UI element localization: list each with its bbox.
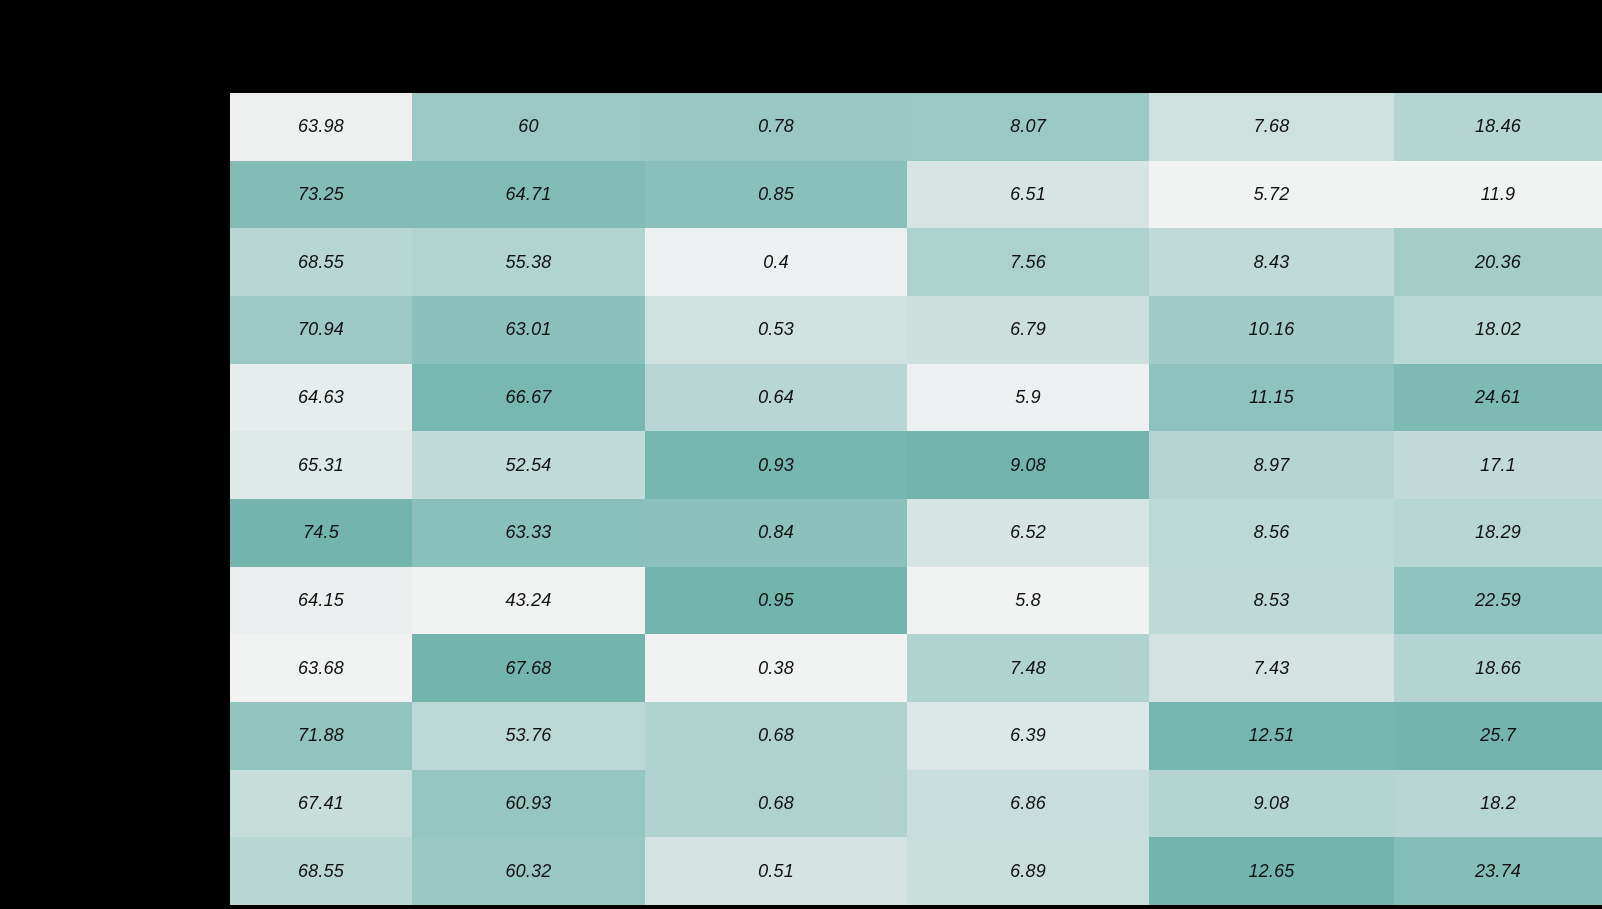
heatmap-cell-r10c2: 53.76 bbox=[412, 701, 645, 770]
heatmap-cell-r7c6: 18.29 bbox=[1394, 498, 1602, 567]
heatmap-cell-r4c6: 18.02 bbox=[1394, 295, 1602, 364]
heatmap-cell-r2c4: 6.51 bbox=[907, 160, 1149, 229]
heatmap-cell-r12c6: 23.74 bbox=[1394, 837, 1602, 905]
heatmap-cell-r4c3: 0.53 bbox=[645, 295, 907, 364]
heatmap-cell-r2c1: 73.25 bbox=[230, 160, 412, 229]
heatmap-cell-r9c1: 63.68 bbox=[230, 634, 412, 702]
heatmap-cell-r12c3: 0.51 bbox=[645, 837, 907, 905]
heatmap-cell-r6c1: 65.31 bbox=[230, 431, 412, 499]
heatmap-cell-r12c1: 68.55 bbox=[230, 837, 412, 905]
heatmap-cell-r6c4: 9.08 bbox=[907, 431, 1149, 499]
heatmap-cell-r10c6: 25.7 bbox=[1394, 701, 1602, 770]
heatmap-cell-r5c2: 66.67 bbox=[412, 363, 645, 432]
heatmap-cell-r2c6: 11.9 bbox=[1394, 160, 1602, 229]
heatmap-cell-r5c3: 0.64 bbox=[645, 363, 907, 432]
heatmap-cell-r3c3: 0.4 bbox=[645, 228, 907, 296]
heatmap-cell-r1c1: 63.98 bbox=[230, 93, 412, 161]
heatmap-cell-r7c3: 0.84 bbox=[645, 498, 907, 567]
heatmap-cell-r10c4: 6.39 bbox=[907, 701, 1149, 770]
heatmap-cell-r7c5: 8.56 bbox=[1149, 498, 1394, 567]
heatmap-cell-r9c5: 7.43 bbox=[1149, 634, 1394, 702]
heatmap-cell-r8c5: 8.53 bbox=[1149, 566, 1394, 635]
heatmap-cell-r1c5: 7.68 bbox=[1149, 93, 1394, 161]
heatmap-cell-r11c6: 18.2 bbox=[1394, 769, 1602, 838]
heatmap-cell-r1c3: 0.78 bbox=[645, 93, 907, 161]
heatmap-cell-r11c2: 60.93 bbox=[412, 769, 645, 838]
heatmap-cell-r9c3: 0.38 bbox=[645, 634, 907, 702]
heatmap-cell-r7c4: 6.52 bbox=[907, 498, 1149, 567]
heatmap-cell-r3c4: 7.56 bbox=[907, 228, 1149, 296]
heatmap-cell-r10c3: 0.68 bbox=[645, 701, 907, 770]
heatmap-cell-r8c4: 5.8 bbox=[907, 566, 1149, 635]
heatmap-cell-r12c2: 60.32 bbox=[412, 837, 645, 905]
heatmap-cell-r7c2: 63.33 bbox=[412, 498, 645, 567]
heatmap-cell-r3c6: 20.36 bbox=[1394, 228, 1602, 296]
heatmap-cell-r6c2: 52.54 bbox=[412, 431, 645, 499]
heatmap-cell-r11c4: 6.86 bbox=[907, 769, 1149, 838]
heatmap-cell-r3c2: 55.38 bbox=[412, 228, 645, 296]
heatmap-cell-r4c1: 70.94 bbox=[230, 295, 412, 364]
heatmap-cell-r4c5: 10.16 bbox=[1149, 295, 1394, 364]
heatmap-cell-r5c4: 5.9 bbox=[907, 363, 1149, 432]
heatmap-cell-r6c6: 17.1 bbox=[1394, 431, 1602, 499]
heatmap-cell-r10c5: 12.51 bbox=[1149, 701, 1394, 770]
heatmap-cell-r2c2: 64.71 bbox=[412, 160, 645, 229]
heatmap-cell-r3c1: 68.55 bbox=[230, 228, 412, 296]
heatmap-cell-r2c3: 0.85 bbox=[645, 160, 907, 229]
heatmap-cell-r5c5: 11.15 bbox=[1149, 363, 1394, 432]
heatmap-cell-r4c4: 6.79 bbox=[907, 295, 1149, 364]
heatmap-cell-r1c6: 18.46 bbox=[1394, 93, 1602, 161]
heatmap-cell-r9c6: 18.66 bbox=[1394, 634, 1602, 702]
heatmap-table: 63.98 60 0.78 8.07 7.68 18.46 73.25 64.71 0.85 6.… bbox=[230, 93, 1602, 905]
heatmap-cell-r11c5: 9.08 bbox=[1149, 769, 1394, 838]
heatmap-cell-r6c3: 0.93 bbox=[645, 431, 907, 499]
heatmap-cell-r5c6: 24.61 bbox=[1394, 363, 1602, 432]
heatmap-cell-r7c1: 74.5 bbox=[230, 498, 412, 567]
heatmap-cell-r10c1: 71.88 bbox=[230, 701, 412, 770]
heatmap-cell-r12c5: 12.65 bbox=[1149, 837, 1394, 905]
heatmap-cell-r8c3: 0.95 bbox=[645, 566, 907, 635]
heatmap-cell-r9c4: 7.48 bbox=[907, 634, 1149, 702]
heatmap-cell-r1c2: 60 bbox=[412, 93, 645, 161]
heatmap-cell-r8c2: 43.24 bbox=[412, 566, 645, 635]
heatmap-cell-r11c3: 0.68 bbox=[645, 769, 907, 838]
heatmap-cell-r4c2: 63.01 bbox=[412, 295, 645, 364]
heatmap-cell-r3c5: 8.43 bbox=[1149, 228, 1394, 296]
heatmap-cell-r2c5: 5.72 bbox=[1149, 160, 1394, 229]
heatmap-cell-r6c5: 8.97 bbox=[1149, 431, 1394, 499]
heatmap-cell-r12c4: 6.89 bbox=[907, 837, 1149, 905]
heatmap-cell-r11c1: 67.41 bbox=[230, 769, 412, 838]
heatmap-cell-r9c2: 67.68 bbox=[412, 634, 645, 702]
heatmap-cell-r1c4: 8.07 bbox=[907, 93, 1149, 161]
heatmap-cell-r8c1: 64.15 bbox=[230, 566, 412, 635]
heatmap-cell-r8c6: 22.59 bbox=[1394, 566, 1602, 635]
heatmap-cell-r5c1: 64.63 bbox=[230, 363, 412, 432]
